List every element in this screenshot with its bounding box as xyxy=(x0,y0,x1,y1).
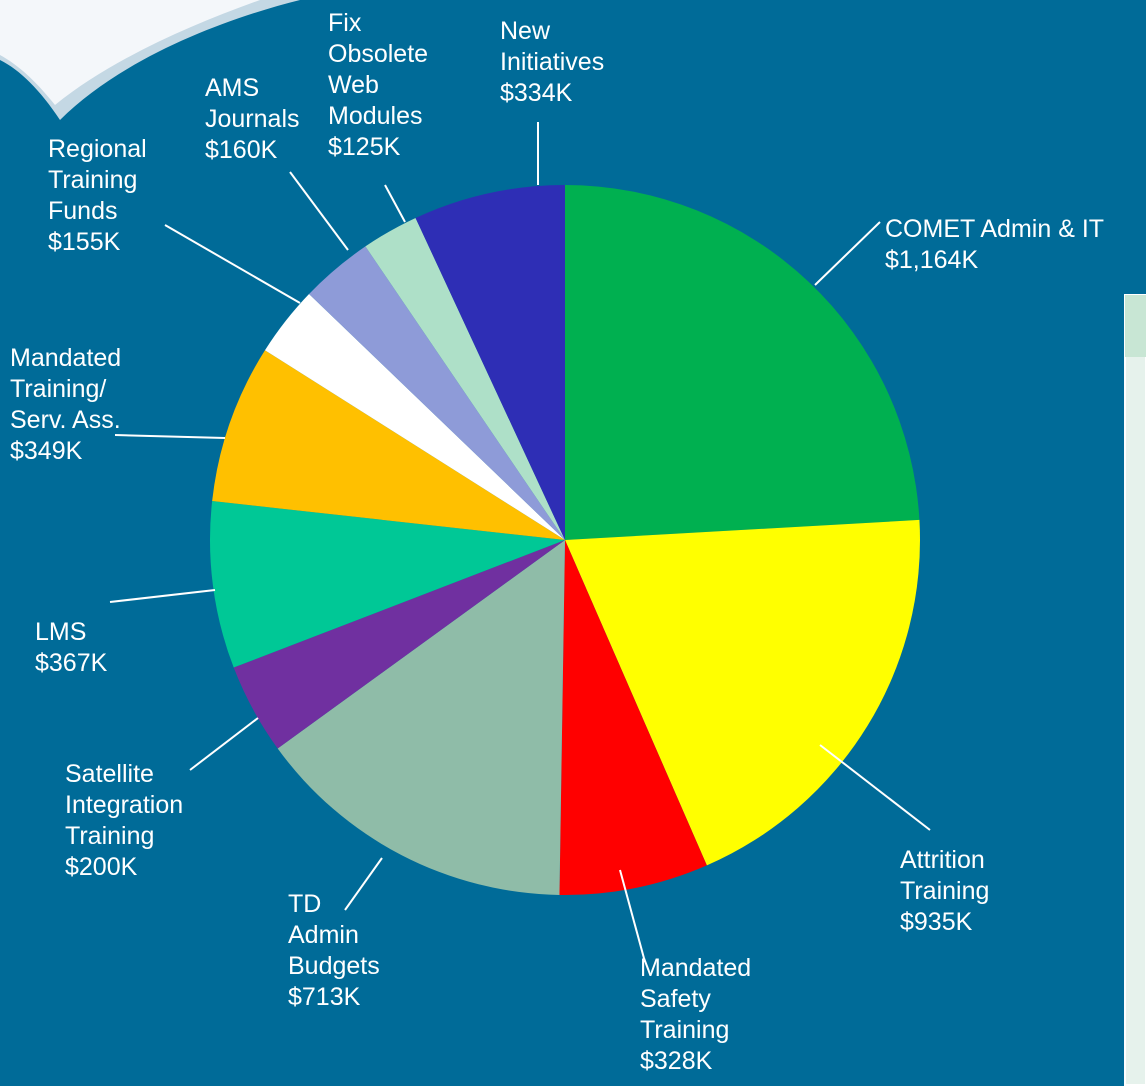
leader-line xyxy=(189,717,259,771)
label-line: Attrition xyxy=(900,846,985,874)
decoration xyxy=(0,0,260,105)
pie-slice xyxy=(309,246,565,540)
value-label: $328K xyxy=(640,1047,713,1075)
label-line: TD xyxy=(288,890,321,918)
label-line: Mandated xyxy=(640,954,751,982)
label-line: Modules xyxy=(328,102,423,130)
label-line: Serv. Ass. xyxy=(10,406,121,434)
label-line: Regional xyxy=(48,135,147,163)
slice-label: New Initiatives xyxy=(500,17,604,76)
value-label: $155K xyxy=(48,228,121,256)
pie-slice xyxy=(212,350,566,540)
leader-line xyxy=(819,744,931,831)
slice-label: Mandated Training/Serv. Ass. xyxy=(10,344,121,434)
leader-line xyxy=(289,171,349,251)
leader-line xyxy=(164,224,301,304)
value-label: $349K xyxy=(10,437,83,465)
slice-label: Attrition Training xyxy=(900,846,989,905)
leader-line xyxy=(619,869,646,963)
label-line: Integration xyxy=(65,791,183,819)
pie-slice xyxy=(233,540,565,749)
label-line: Training xyxy=(640,1016,729,1044)
slice-label: Mandated Safety Training xyxy=(640,954,751,1044)
value-label: $367K xyxy=(35,649,108,677)
pie-slice xyxy=(415,185,565,540)
value-label: $160K xyxy=(205,136,278,164)
labels: COMET Admin & IT $1,164K Attrition Training… xyxy=(10,9,1104,1075)
slice-label: Regional Training Funds xyxy=(48,135,147,225)
label-line: LMS xyxy=(35,618,86,646)
slice-label: COMET Admin & IT xyxy=(885,215,1104,243)
label-line: Obsolete xyxy=(328,40,428,68)
value-label: $935K xyxy=(900,908,973,936)
table-fragment xyxy=(1124,294,1146,1086)
value-label: $125K xyxy=(328,133,401,161)
slice-label: TD Admin Budgets xyxy=(288,890,380,980)
label-line: Funds xyxy=(48,197,117,225)
pie-slice xyxy=(559,540,707,895)
label-line: Budgets xyxy=(288,952,380,980)
slice-label: LMS xyxy=(35,618,86,646)
value-label: $334K xyxy=(500,79,573,107)
pie-slice xyxy=(264,294,565,540)
label-line: AMS xyxy=(205,74,259,102)
pie-slice xyxy=(277,540,565,895)
label-line: Satellite xyxy=(65,760,154,788)
pie-slice xyxy=(565,519,920,866)
label-line: Training xyxy=(48,166,137,194)
label-line: COMET Admin & IT xyxy=(885,215,1104,243)
slice-label: Satellite Integration Training xyxy=(65,760,183,850)
value-label: $1,164K xyxy=(885,246,978,274)
label-line: Training/ xyxy=(10,375,106,403)
value-label: $200K xyxy=(65,853,138,881)
label-line: Journals xyxy=(205,105,300,133)
pie-slice xyxy=(210,501,565,668)
value-label: $713K xyxy=(288,983,361,1011)
leader-line xyxy=(344,857,383,911)
pie xyxy=(210,185,920,895)
label-line: New xyxy=(500,17,551,45)
label-line: Admin xyxy=(288,921,359,949)
label-line: Training xyxy=(65,822,154,850)
leader-line xyxy=(114,434,226,439)
label-line: Safety xyxy=(640,985,711,1013)
label-line: Mandated xyxy=(10,344,121,372)
slice-label: AMS Journals xyxy=(205,74,300,133)
pie-slice xyxy=(565,185,920,540)
label-line: Initiatives xyxy=(500,48,604,76)
leader-line xyxy=(384,184,406,223)
leader-line xyxy=(814,221,881,286)
slice-label: Fix Obsolete Web Modules xyxy=(328,9,428,130)
label-line: Training xyxy=(900,877,989,905)
label-line: Fix xyxy=(328,9,362,37)
label-line: Web xyxy=(328,71,379,99)
leader-line xyxy=(109,589,216,603)
pie-slice xyxy=(365,217,565,540)
